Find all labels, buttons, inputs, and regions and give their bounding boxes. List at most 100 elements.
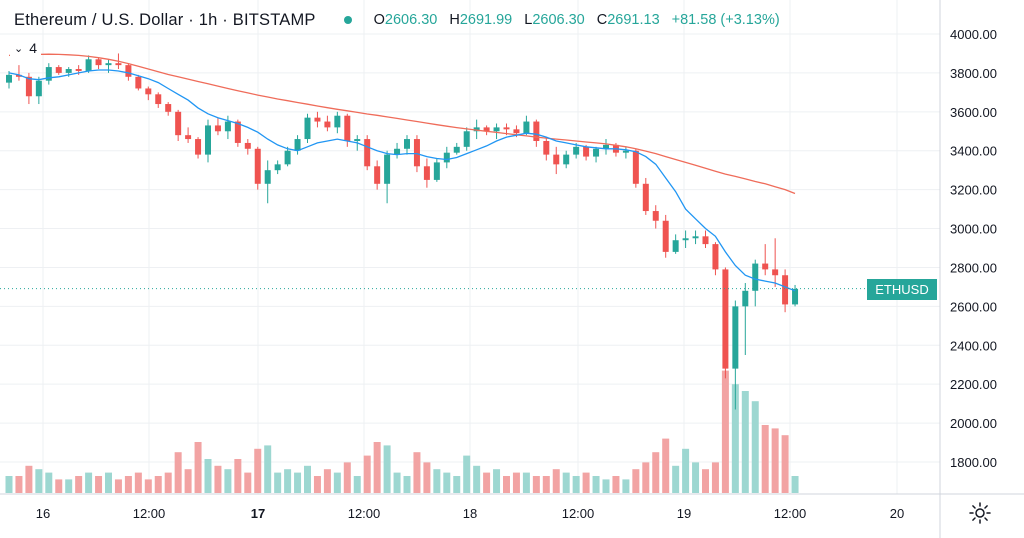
candle-body bbox=[364, 139, 371, 167]
volume-bar bbox=[294, 472, 302, 493]
candle-body bbox=[85, 59, 92, 71]
volume-bar bbox=[214, 465, 222, 493]
volume-bar bbox=[622, 479, 630, 493]
candle-body bbox=[155, 94, 162, 105]
candle-body bbox=[533, 121, 540, 141]
volume-bar bbox=[184, 469, 192, 493]
candle-body bbox=[752, 263, 759, 291]
price-tick-label: 3800.00 bbox=[950, 66, 997, 81]
volume-bar bbox=[542, 476, 550, 493]
volume-bar bbox=[75, 476, 83, 493]
symbol-header[interactable]: Ethereum / U.S. Dollar · 1h · BITSTAMP O… bbox=[14, 9, 786, 31]
volume-bar bbox=[105, 472, 112, 493]
candle-body bbox=[672, 240, 679, 252]
volume-bar bbox=[383, 445, 391, 493]
price-tick-label: 3600.00 bbox=[950, 105, 997, 120]
candle-body bbox=[384, 154, 391, 184]
gear-icon[interactable] bbox=[967, 500, 993, 526]
volume-bar bbox=[353, 476, 361, 493]
volume-bar bbox=[652, 452, 660, 493]
candle-body bbox=[264, 170, 271, 184]
volume-bar bbox=[164, 472, 172, 493]
volume-bar bbox=[433, 469, 441, 493]
volume-bar bbox=[264, 445, 272, 493]
candle-body bbox=[692, 236, 699, 239]
candle-body bbox=[782, 275, 789, 305]
candle-body bbox=[294, 139, 301, 151]
candle-body bbox=[603, 144, 609, 149]
volume-bar bbox=[373, 442, 381, 493]
price-axis[interactable]: 4000.00 3800.00 3600.00 3400.00 3200.00 3000.… bbox=[950, 27, 997, 470]
volume-bar bbox=[15, 476, 23, 493]
candle-body bbox=[75, 69, 82, 71]
indicator-legend-toggle[interactable]: ⌄ 4 bbox=[10, 40, 42, 56]
candle-body bbox=[344, 115, 351, 141]
volume-bar bbox=[25, 465, 33, 493]
volume-bar bbox=[174, 452, 182, 493]
price-tick-label: 2200.00 bbox=[950, 377, 997, 392]
candle-body bbox=[543, 141, 550, 155]
candle-body bbox=[722, 269, 729, 369]
open-key: O bbox=[373, 12, 385, 28]
time-tick-label: 12:00 bbox=[348, 506, 381, 521]
candle-body bbox=[662, 220, 669, 252]
volume-bar bbox=[512, 472, 520, 493]
candle-body bbox=[762, 263, 769, 270]
candle-body bbox=[652, 211, 659, 221]
volume-bar bbox=[343, 462, 351, 493]
volume-bar bbox=[503, 476, 510, 493]
high-value: 2691.99 bbox=[459, 12, 513, 28]
volume-bar bbox=[154, 476, 162, 493]
candle-body bbox=[165, 104, 172, 112]
price-tick-label: 2600.00 bbox=[950, 299, 997, 314]
volume-bar bbox=[572, 476, 580, 493]
volume-bar bbox=[274, 472, 282, 493]
candle-body bbox=[443, 152, 450, 163]
volume-bar bbox=[403, 476, 411, 493]
volume-bar bbox=[721, 370, 729, 493]
volume-bar bbox=[522, 472, 530, 493]
candle-body bbox=[304, 117, 311, 140]
volume-bar bbox=[144, 479, 152, 493]
volume-bar bbox=[662, 438, 670, 493]
candle-body bbox=[254, 148, 261, 184]
time-axis[interactable]: 16 12:00 17 12:00 18 12:00 19 12:00 20 bbox=[36, 506, 904, 521]
low-key: L bbox=[524, 12, 533, 28]
volume-bar bbox=[592, 476, 600, 493]
price-tick-label: 2000.00 bbox=[950, 416, 997, 431]
candle-body bbox=[523, 121, 530, 134]
volume-bar bbox=[95, 476, 103, 493]
last-price-label: ETHUSD bbox=[867, 279, 937, 300]
time-tick-label: 20 bbox=[890, 506, 904, 521]
candle-body bbox=[563, 154, 570, 165]
volume-bar bbox=[393, 472, 401, 493]
volume-bar bbox=[204, 459, 212, 493]
volume-bar bbox=[781, 435, 789, 493]
volume-bar bbox=[194, 442, 202, 493]
volume-bar bbox=[55, 479, 63, 493]
candles bbox=[6, 53, 799, 410]
candle-body bbox=[473, 127, 480, 132]
volume-bar bbox=[443, 472, 451, 493]
price-tick-label: 2800.00 bbox=[950, 260, 997, 275]
price-tick-label: 1800.00 bbox=[950, 455, 997, 470]
volume-bar bbox=[85, 472, 93, 493]
candle-body bbox=[274, 164, 281, 171]
candle-body bbox=[732, 306, 739, 369]
volume-bar bbox=[761, 425, 769, 493]
time-tick-label: 19 bbox=[677, 506, 691, 521]
volume-bar bbox=[493, 469, 501, 493]
volume-bar bbox=[682, 448, 690, 493]
time-tick-label: 12:00 bbox=[774, 506, 807, 521]
volume-bar bbox=[612, 476, 620, 493]
candle-body bbox=[185, 135, 192, 140]
candle-body bbox=[334, 115, 341, 128]
volume-bar bbox=[413, 452, 421, 493]
candle-body bbox=[792, 288, 799, 305]
candle-body bbox=[374, 166, 381, 184]
candle-body bbox=[453, 146, 460, 153]
candle-body bbox=[503, 127, 510, 130]
volume-bar bbox=[234, 459, 242, 493]
candle-body bbox=[493, 127, 500, 132]
